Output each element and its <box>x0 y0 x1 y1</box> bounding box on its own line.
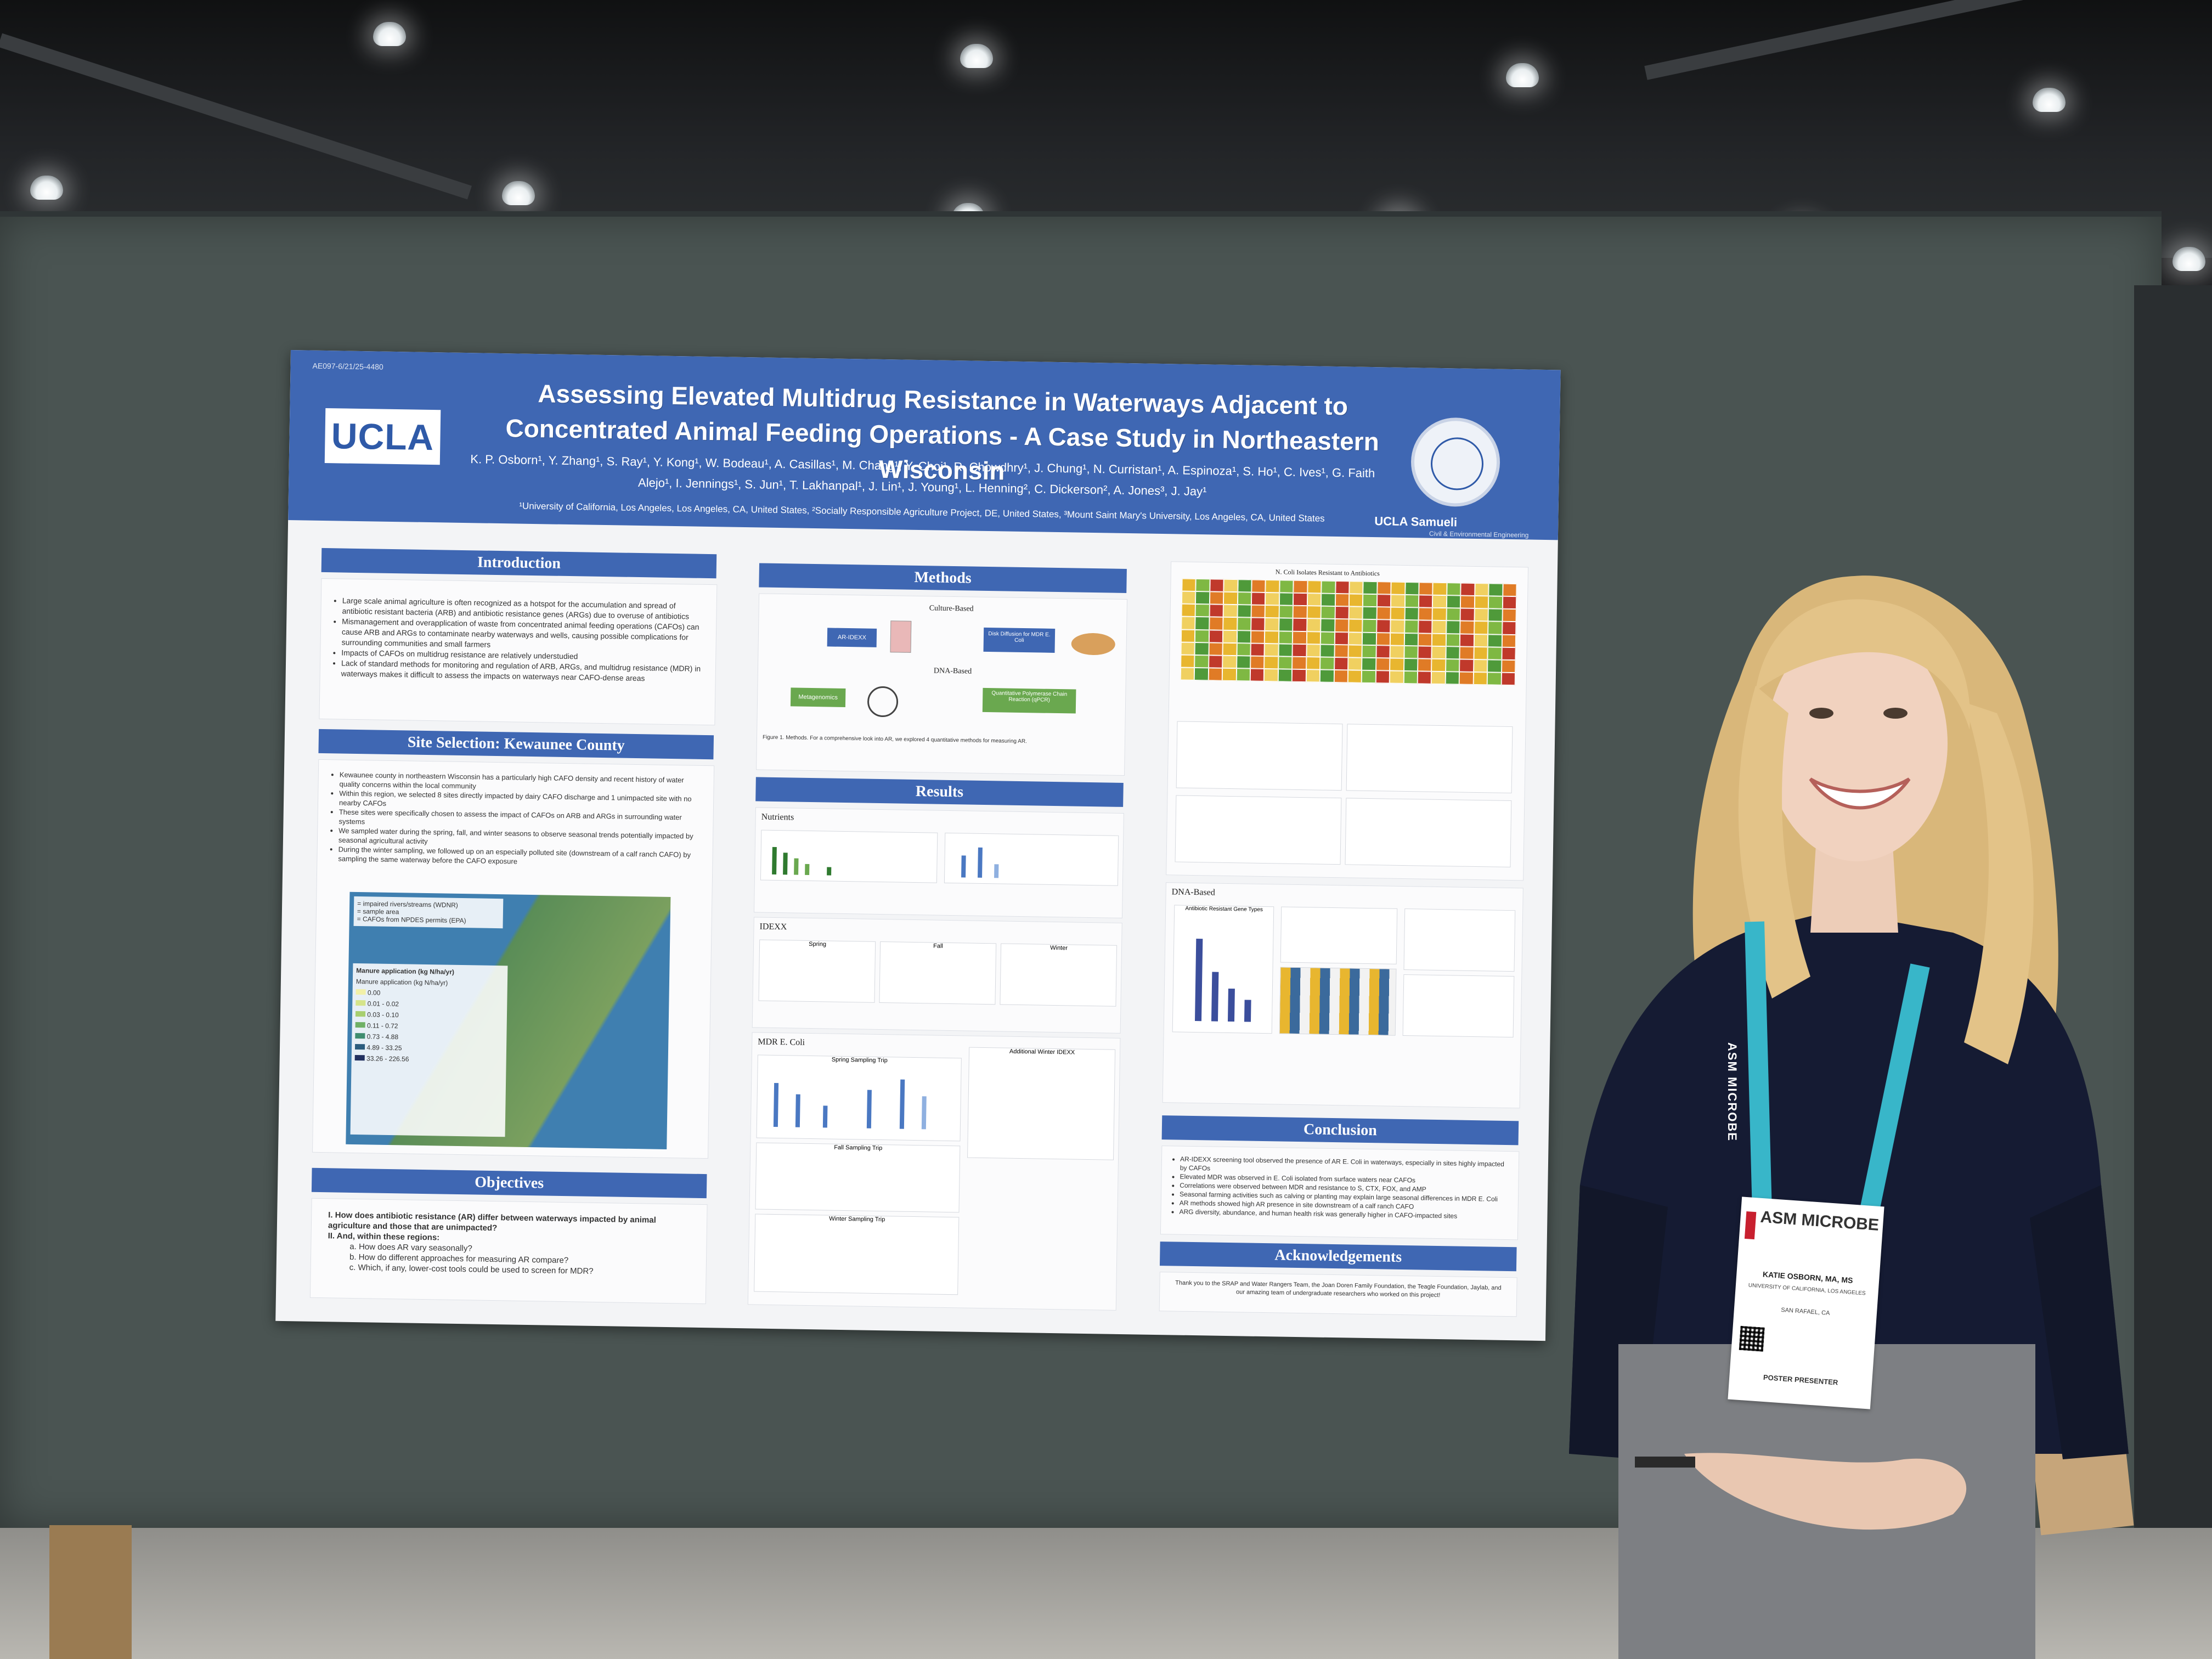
ceiling-light <box>960 44 993 68</box>
smile <box>1809 777 1911 810</box>
arm <box>2030 1185 2129 1459</box>
neck <box>1810 845 1898 933</box>
ceiling-light <box>30 176 63 200</box>
lanyard-left <box>1745 921 1772 1213</box>
badge-brand: ASM MICROBE <box>1759 1207 1880 1234</box>
hair-front <box>1756 599 1970 730</box>
qr-code-icon <box>1739 1325 1765 1352</box>
eye <box>1809 708 1833 719</box>
board-frame-post <box>2134 285 2212 1659</box>
eye <box>1883 708 1908 719</box>
hands <box>1684 1453 1967 1530</box>
lanyard-label: ASM MICROBE <box>1725 1042 1739 1142</box>
lanyard-right <box>1858 963 1930 1220</box>
bracelet <box>1635 1457 1695 1468</box>
hair-side <box>1964 702 2034 1064</box>
ceiling-light <box>1506 63 1539 87</box>
ceiling-light <box>2172 247 2205 271</box>
ceiling-light <box>2033 88 2066 112</box>
ceiling-light <box>502 181 535 205</box>
badge-role: POSTER PRESENTER <box>1763 1373 1838 1387</box>
badge-city: SAN RAFAEL, CA <box>1780 1306 1830 1317</box>
ceiling-light <box>373 22 406 46</box>
face <box>1767 625 1948 861</box>
hair-side <box>1738 686 1810 998</box>
board-leg <box>49 1525 132 1659</box>
name-badge: ASM MICROBE KATIE OSBORN, MA, MS UNIVERS… <box>1728 1197 1884 1409</box>
badge-logo-mark <box>1744 1211 1757 1240</box>
